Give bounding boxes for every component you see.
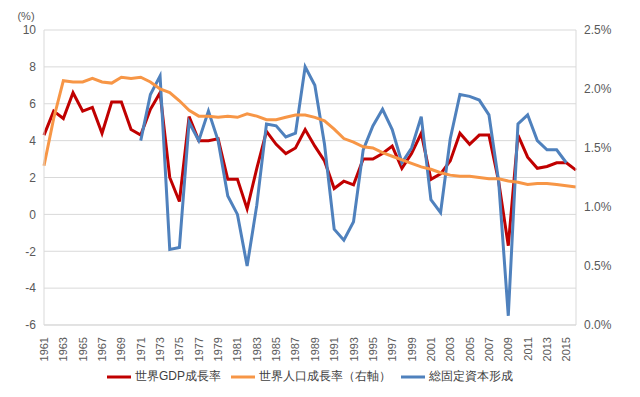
- svg-text:1961: 1961: [38, 337, 50, 361]
- html-text:世界人口成長率（右軸）: 世界人口成長率（右軸）: [259, 369, 391, 384]
- svg-text:2: 2: [29, 171, 36, 185]
- svg-text:1989: 1989: [309, 337, 321, 361]
- svg-text:1967: 1967: [96, 337, 108, 361]
- svg-text:2005: 2005: [464, 337, 476, 361]
- svg-text:8: 8: [29, 60, 36, 74]
- svg-text:2.0%: 2.0%: [584, 82, 612, 96]
- svg-text:1983: 1983: [251, 337, 263, 361]
- svg-text:1979: 1979: [212, 337, 224, 361]
- svg-text:1973: 1973: [154, 337, 166, 361]
- svg-text:1977: 1977: [193, 337, 205, 361]
- html-text:総固定資本形成: 総固定資本形成: [429, 369, 513, 384]
- svg-text:0: 0: [29, 208, 36, 222]
- svg-text:-4: -4: [25, 281, 36, 295]
- svg-text:2.5%: 2.5%: [584, 23, 612, 37]
- svg-text:1.0%: 1.0%: [584, 200, 612, 214]
- svg-text:10: 10: [23, 23, 37, 37]
- svg-text:4: 4: [29, 134, 36, 148]
- svg-text:1985: 1985: [270, 337, 282, 361]
- svg-text:1965: 1965: [77, 337, 89, 361]
- svg-text:1981: 1981: [231, 337, 243, 361]
- svg-text:0.5%: 0.5%: [584, 259, 612, 273]
- svg-text:2009: 2009: [502, 337, 514, 361]
- svg-text:-6: -6: [25, 318, 36, 332]
- svg-text:0.0%: 0.0%: [584, 318, 612, 332]
- svg-text:1963: 1963: [57, 337, 69, 361]
- svg-text:1987: 1987: [289, 337, 301, 361]
- svg-text:1995: 1995: [367, 337, 379, 361]
- svg-text:1999: 1999: [406, 337, 418, 361]
- svg-text:2003: 2003: [444, 337, 456, 361]
- svg-text:6: 6: [29, 97, 36, 111]
- svg-text:2013: 2013: [541, 337, 553, 361]
- svg-text:2015: 2015: [560, 337, 572, 361]
- svg-text:1969: 1969: [115, 337, 127, 361]
- svg-text:1971: 1971: [135, 337, 147, 361]
- svg-text:1991: 1991: [328, 337, 340, 361]
- svg-text:2007: 2007: [483, 337, 495, 361]
- html-text:世界GDP成長率: 世界GDP成長率: [135, 369, 221, 384]
- svg-text:1975: 1975: [173, 337, 185, 361]
- svg-text:(%): (%): [17, 10, 34, 22]
- svg-text:2001: 2001: [425, 337, 437, 361]
- svg-text:1997: 1997: [386, 337, 398, 361]
- svg-text:1993: 1993: [348, 337, 360, 361]
- svg-text:1.5%: 1.5%: [584, 141, 612, 155]
- svg-text:2011: 2011: [522, 337, 534, 361]
- svg-text:-2: -2: [25, 245, 36, 259]
